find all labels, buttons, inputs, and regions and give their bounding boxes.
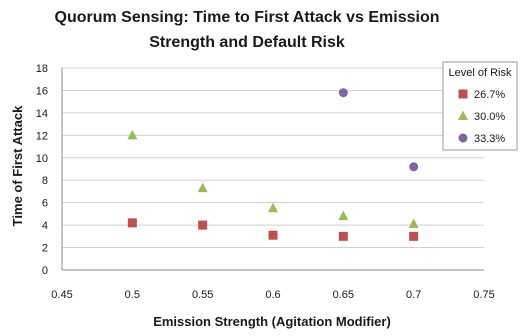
x-tick-label: 0.45 [51,289,72,301]
y-tick-label: 4 [42,220,48,232]
y-tick-label: 2 [42,243,48,255]
data-point-square [198,220,208,230]
y-tick-labels: 0 2 4 6 8 10 12 14 16 18 [36,63,48,277]
axes [61,68,484,271]
data-point-triangle [268,202,278,213]
data-points [127,88,419,241]
y-tick-label: 10 [36,153,48,165]
legend-label: 33.3% [474,133,505,145]
y-tick-label: 0 [42,265,48,277]
series-33.3% [338,88,419,172]
data-point-square [409,231,419,241]
data-point-triangle [127,129,138,140]
chart-title-line-1: Quorum Sensing: Time to First Attack vs … [55,9,440,26]
data-point-triangle [338,210,349,221]
y-axis-label: Time of First Attack [10,105,25,226]
data-point-square [338,231,348,241]
y-tick-label: 16 [36,85,48,97]
x-tick-labels: 0.45 0.5 0.55 0.6 0.65 0.7 0.75 [51,289,494,301]
legend-marker-square [458,89,468,99]
y-tick-label: 12 [36,130,48,142]
x-tick-label: 0.65 [333,289,354,301]
x-tick-label: 0.55 [192,289,213,301]
y-tick-label: 8 [42,175,48,187]
x-tick-label: 0.5 [125,289,140,301]
legend-marker-triangle [458,110,468,120]
data-point-circle [409,162,419,172]
x-axis-label: Emission Strength (Agitation Modifier) [153,314,391,329]
gridlines [62,67,484,249]
x-tick-label: 0.7 [406,289,421,301]
legend-items: 26.7% 30.0% 33.3% [458,89,505,145]
chart-title: Quorum Sensing: Time to First Attack vs … [55,9,440,51]
legend-marker-circle [458,133,468,143]
series-26.7% [127,218,419,241]
legend: Level of Risk 26.7% 30.0% 33.3% [442,61,518,151]
series-30.0% [127,129,419,228]
legend-label: 30.0% [474,111,505,123]
x-tick-label: 0.6 [265,289,280,301]
data-point-square [127,218,137,228]
legend-label: 26.7% [474,89,505,101]
legend-box [442,61,518,151]
y-tick-label: 6 [42,198,48,210]
data-point-triangle [197,182,208,193]
data-point-triangle [408,218,419,228]
data-point-circle [338,88,348,98]
x-tick-label: 0.75 [473,289,494,301]
data-point-square [268,230,278,240]
chart-title-line-2: Strength and Default Risk [149,34,345,51]
y-tick-label: 18 [36,63,48,75]
legend-title: Level of Risk [449,67,512,79]
y-tick-label: 14 [36,108,48,120]
